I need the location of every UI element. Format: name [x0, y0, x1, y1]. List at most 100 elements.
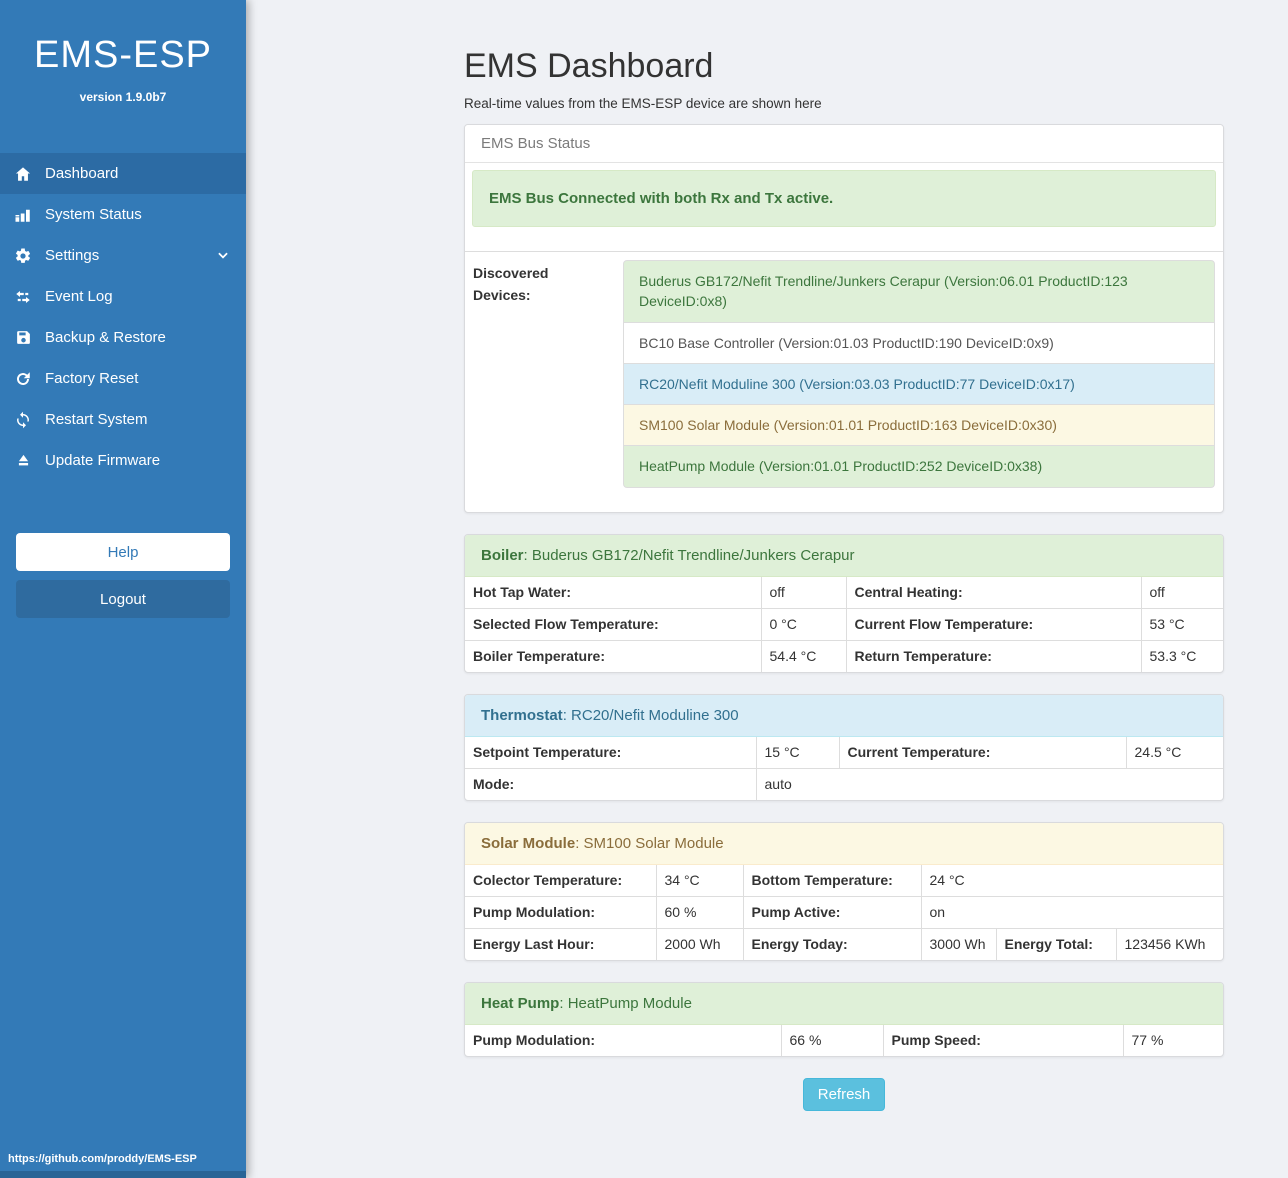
- field-value: 123456 KWh: [1115, 928, 1223, 960]
- sidebar-item-label: Restart System: [45, 411, 148, 428]
- help-button[interactable]: Help: [16, 533, 230, 571]
- sidebar: EMS-ESP version 1.9.0b7 Dashboard System…: [0, 0, 246, 1178]
- upload-icon: [12, 452, 34, 469]
- table-row: Pump Modulation: 66 % Pump Speed: 77 %: [465, 1024, 1223, 1056]
- device-list-item: BC10 Base Controller (Version:01.03 Prod…: [623, 322, 1215, 364]
- bus-connected-alert: EMS Bus Connected with both Rx and Tx ac…: [472, 170, 1216, 227]
- table-row: Boiler Temperature: 54.4 °C Return Tempe…: [465, 640, 1223, 672]
- page-title: EMS Dashboard: [464, 47, 714, 85]
- sidebar-item-update-firmware[interactable]: Update Firmware: [0, 440, 246, 481]
- gear-icon: [12, 247, 34, 265]
- page-subtitle: Real-time values from the EMS-ESP device…: [464, 96, 822, 111]
- ems-bus-status-heading: EMS Bus Status: [465, 125, 1223, 163]
- device-list-item: RC20/Nefit Moduline 300 (Version:03.03 P…: [623, 363, 1215, 406]
- field-value: 24 °C: [920, 864, 996, 897]
- field-value: 54.4 °C: [760, 640, 846, 672]
- boiler-device: : Buderus GB172/Nefit Trendline/Junkers …: [523, 546, 855, 564]
- table-row: Energy Last Hour: 2000 Wh Energy Today: …: [465, 928, 1223, 960]
- field-value: 24.5 °C: [1125, 736, 1223, 769]
- sidebar-item-settings[interactable]: Settings: [0, 235, 246, 276]
- field-label: Hot Tap Water:: [473, 583, 571, 600]
- table-row: Mode: auto: [465, 768, 1223, 800]
- sidebar-item-label: System Status: [45, 206, 142, 223]
- field-value: off: [760, 576, 846, 609]
- heat-pump-title: Heat Pump: [481, 994, 560, 1012]
- field-label: Boiler Temperature:: [473, 647, 605, 664]
- github-url: https://github.com/proddy/EMS-ESP: [8, 1153, 197, 1165]
- field-value: 60 %: [655, 896, 743, 929]
- field-value: off: [1140, 576, 1223, 609]
- sync-icon: [12, 411, 34, 429]
- thermostat-device: : RC20/Nefit Moduline 300: [562, 706, 739, 724]
- thermostat-title: Thermostat: [481, 706, 563, 724]
- sidebar-item-label: Update Firmware: [45, 452, 161, 469]
- field-label: Energy Total:: [995, 928, 1116, 960]
- discovered-devices-label: Discovered Devices:: [465, 250, 615, 496]
- discovered-devices-table: Discovered Devices: Buderus GB172/Nefit …: [465, 250, 1223, 496]
- device-list-item: HeatPump Module (Version:01.01 ProductID…: [623, 446, 1215, 488]
- app-title: EMS-ESP: [33, 34, 213, 76]
- thermostat-panel: Thermostat: RC20/Nefit Moduline 300 Setp…: [464, 693, 1224, 801]
- sidebar-item-restart-system[interactable]: Restart System: [0, 399, 246, 440]
- ems-bus-status-body: EMS Bus Connected with both Rx and Tx ac…: [465, 163, 1223, 512]
- field-label: Energy Today:: [742, 928, 921, 960]
- field-value: on: [920, 896, 996, 929]
- save-icon: [12, 329, 34, 346]
- refresh-row: Refresh: [464, 1077, 1224, 1111]
- app-version: version 1.9.0b7: [79, 90, 167, 104]
- field-label: Colector Temperature:: [473, 871, 623, 888]
- sidebar-item-backup-restore[interactable]: Backup & Restore: [0, 317, 246, 358]
- field-label: Pump Modulation:: [473, 1031, 596, 1048]
- boiler-panel: Boiler: Buderus GB172/Nefit Trendline/Ju…: [464, 533, 1224, 673]
- field-label: Pump Modulation:: [473, 903, 596, 920]
- field-value: 53.3 °C: [1140, 640, 1223, 672]
- sidebar-item-label: Settings: [45, 247, 100, 264]
- boiler-panel-heading: Boiler: Buderus GB172/Nefit Trendline/Ju…: [465, 534, 1223, 577]
- table-row: Selected Flow Temperature: 0 °C Current …: [465, 608, 1223, 641]
- field-value: 77 %: [1122, 1024, 1223, 1056]
- solar-device: : SM100 Solar Module: [575, 834, 724, 852]
- field-value: 34 °C: [655, 864, 743, 897]
- main-content: EMS Dashboard Real-time values from the …: [464, 0, 1224, 1111]
- refresh-button[interactable]: Refresh: [802, 1077, 886, 1111]
- sidebar-item-dashboard[interactable]: Dashboard: [0, 153, 246, 194]
- home-icon: [12, 165, 34, 183]
- heat-pump-device: : HeatPump Module: [559, 994, 692, 1012]
- field-value: 2000 Wh: [655, 928, 743, 960]
- solar-module-panel: Solar Module: SM100 Solar Module Colecto…: [464, 821, 1224, 961]
- field-label: Selected Flow Temperature:: [473, 615, 659, 632]
- field-value: 53 °C: [1140, 608, 1223, 641]
- device-list-item: SM100 Solar Module (Version:01.01 Produc…: [623, 405, 1215, 447]
- table-row: Colector Temperature: 34 °C Bottom Tempe…: [465, 864, 1223, 897]
- logout-button[interactable]: Logout: [16, 580, 230, 618]
- field-label: Bottom Temperature:: [742, 864, 921, 897]
- sidebar-item-factory-reset[interactable]: Factory Reset: [0, 358, 246, 399]
- solar-title: Solar Module: [481, 834, 576, 852]
- sidebar-item-label: Backup & Restore: [45, 329, 166, 346]
- repeat-icon: [12, 370, 34, 388]
- field-label: Current Temperature:: [838, 736, 1126, 769]
- device-list: Buderus GB172/Nefit Trendline/Junkers Ce…: [623, 260, 1215, 488]
- field-label: Energy Last Hour:: [473, 935, 595, 952]
- sidebar-bottom-strip: [0, 1171, 246, 1178]
- boiler-table: Hot Tap Water: off Central Heating: off …: [465, 576, 1223, 672]
- app-brand: EMS-ESP version 1.9.0b7: [0, 0, 246, 104]
- bar-chart-icon: [12, 206, 34, 224]
- chevron-down-icon: [216, 248, 230, 266]
- thermostat-panel-heading: Thermostat: RC20/Nefit Moduline 300: [465, 694, 1223, 737]
- field-label: Setpoint Temperature:: [473, 743, 622, 760]
- field-label: Pump Speed:: [882, 1024, 1123, 1056]
- boiler-title: Boiler: [481, 546, 524, 564]
- sidebar-item-system-status[interactable]: System Status: [0, 194, 246, 235]
- field-label: Mode:: [473, 775, 515, 792]
- sidebar-nav: Dashboard System Status Settings: [0, 153, 246, 481]
- field-value: 15 °C: [755, 736, 839, 769]
- table-row: Setpoint Temperature: 15 °C Current Temp…: [465, 736, 1223, 769]
- table-row: Pump Modulation: 60 % Pump Active: on: [465, 896, 1223, 929]
- field-label: Pump Active:: [742, 896, 921, 929]
- field-value: 0 °C: [760, 608, 846, 641]
- heat-pump-panel: Heat Pump: HeatPump Module Pump Modulati…: [464, 981, 1224, 1057]
- solar-table: Colector Temperature: 34 °C Bottom Tempe…: [465, 864, 1223, 960]
- sidebar-item-event-log[interactable]: Event Log: [0, 276, 246, 317]
- solar-panel-heading: Solar Module: SM100 Solar Module: [465, 822, 1223, 865]
